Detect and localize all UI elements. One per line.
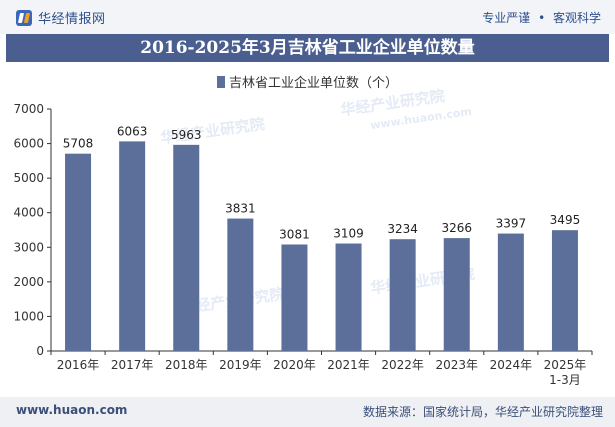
y-tick-label: 3000: [13, 240, 44, 254]
bar: [227, 218, 254, 351]
legend-swatch: [216, 76, 225, 88]
footer-bar: www.huaon.com 数据来源：国家统计局，华经产业研究院整理: [0, 397, 615, 427]
data-source-note: 数据来源：国家统计局，华经产业研究院整理: [362, 405, 603, 419]
chart-title: 2016-2025年3月吉林省工业企业单位数量: [6, 34, 609, 62]
x-tick-label-line: 2019年: [219, 358, 262, 372]
bar-value-label: 3234: [387, 222, 418, 236]
bar-value-label: 5708: [63, 137, 94, 151]
bar-value-label: 6063: [117, 124, 148, 138]
bar-value-label: 5963: [171, 128, 202, 142]
bar-value-label: 3831: [225, 202, 256, 216]
x-tick-label: 2019年: [219, 358, 262, 372]
y-tick-label: 6000: [13, 137, 44, 151]
bar: [443, 238, 470, 351]
bar: [335, 243, 362, 351]
x-tick-label: 2025年 1-3月: [544, 358, 587, 387]
y-tick-label: 1000: [13, 309, 44, 323]
x-tick-label-line: 2017年: [111, 358, 154, 372]
y-tick-label: 5000: [13, 171, 44, 185]
bar: [173, 144, 200, 351]
bar-chart: 0 1000 2000 3000 4000 5000 6000 7000 5708 2016年 60…: [13, 102, 593, 387]
x-tick-label: 2023年: [435, 358, 478, 372]
x-tick-label-line: 2022年: [381, 358, 424, 372]
x-tick-label-line: 2020年: [273, 358, 316, 372]
bar-value-label: 3266: [441, 221, 472, 235]
x-tick-label: 2020年: [273, 358, 316, 372]
y-tick-label: 0: [36, 344, 44, 358]
tagline: 专业严谨 • 客观科学: [482, 9, 601, 26]
tagline-dot: •: [538, 11, 546, 25]
bar: [119, 141, 146, 351]
x-tick-label: 2018年: [165, 358, 208, 372]
x-tick-label-line: 2018年: [165, 358, 208, 372]
legend-label: 吉林省工业企业单位数（个）: [228, 76, 398, 91]
tagline-left: 专业严谨: [482, 11, 531, 25]
bar: [65, 153, 92, 351]
brand-logo[interactable]: 华经情报网: [16, 8, 106, 27]
x-tick-label-line: 1-3月: [549, 373, 581, 387]
bar: [281, 244, 308, 351]
x-tick-label-line: 2025年: [544, 358, 587, 372]
x-tick-label-line: 2023年: [435, 358, 478, 372]
y-tick-label: 7000: [13, 102, 44, 116]
y-tick-label: 2000: [13, 275, 44, 289]
x-tick-label: 2017年: [111, 358, 154, 372]
bar-value-label: 3397: [496, 217, 527, 231]
bar-value-label: 3081: [279, 227, 310, 241]
footer-url[interactable]: www.huaon.com: [16, 403, 128, 417]
chart-legend: 吉林省工业企业单位数（个）: [0, 72, 615, 91]
x-tick-label: 2021年: [327, 358, 370, 372]
x-tick-label-line: 2021年: [327, 358, 370, 372]
bar-value-label: 3495: [550, 213, 581, 227]
x-tick-label-line: 2016年: [57, 358, 100, 372]
bar-value-label: 3109: [333, 227, 364, 241]
x-tick-label-line: 2024年: [490, 358, 533, 372]
logo-icon: [16, 9, 32, 26]
top-bar: 华经情报网 专业严谨 • 客观科学: [0, 0, 615, 34]
x-tick-label: 2024年: [490, 358, 533, 372]
x-tick-label: 2016年: [57, 358, 100, 372]
tagline-right: 客观科学: [552, 11, 601, 25]
x-tick-label: 2022年: [381, 358, 424, 372]
bar: [497, 233, 524, 351]
bar: [389, 239, 416, 351]
bar: [551, 230, 578, 351]
site-name: 华经情报网: [38, 12, 106, 27]
y-tick-label: 4000: [13, 206, 44, 220]
